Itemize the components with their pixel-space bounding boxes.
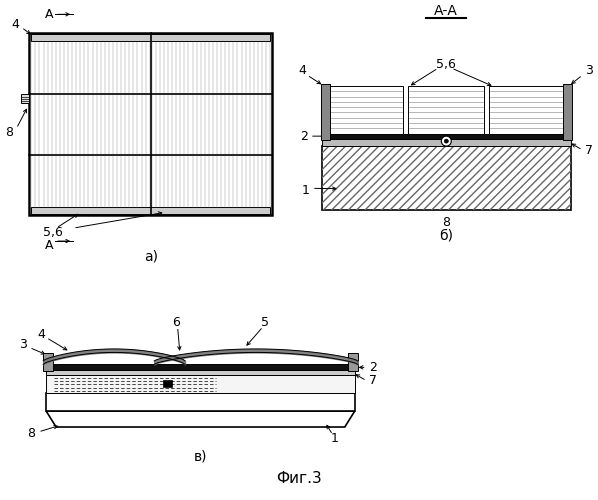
Text: 1: 1: [331, 432, 339, 446]
Text: 7: 7: [368, 374, 377, 388]
Bar: [322, 146, 570, 210]
Bar: [327, 86, 403, 134]
Bar: [43, 354, 53, 372]
Text: а): а): [144, 250, 158, 264]
Bar: [22, 94, 29, 103]
Text: 1: 1: [302, 184, 310, 197]
Bar: [31, 34, 270, 41]
Text: 5,6: 5,6: [437, 58, 456, 70]
Text: 8: 8: [28, 428, 35, 440]
Text: 5: 5: [261, 316, 269, 329]
Text: 4: 4: [11, 18, 19, 31]
Text: 2: 2: [300, 130, 308, 142]
Text: 3: 3: [585, 64, 593, 78]
Bar: [348, 354, 358, 372]
Bar: [408, 86, 484, 134]
Text: 5,6: 5,6: [43, 226, 63, 238]
Bar: [29, 33, 272, 215]
Text: 7: 7: [585, 144, 593, 156]
Text: 4: 4: [37, 328, 45, 341]
Bar: [31, 207, 270, 214]
Text: A: A: [45, 238, 53, 252]
Polygon shape: [46, 411, 355, 427]
Text: 3: 3: [19, 338, 28, 351]
Bar: [322, 138, 570, 145]
Text: 4: 4: [298, 64, 306, 78]
Bar: [322, 146, 570, 210]
Bar: [321, 84, 330, 140]
Text: 6: 6: [172, 316, 179, 329]
Bar: [46, 370, 355, 376]
Bar: [163, 380, 172, 387]
Text: 8: 8: [5, 126, 13, 139]
Circle shape: [441, 136, 451, 146]
Circle shape: [444, 139, 448, 143]
Bar: [46, 364, 355, 370]
Text: Фиг.3: Фиг.3: [276, 471, 322, 486]
Bar: [489, 86, 566, 134]
Text: в): в): [194, 450, 208, 464]
Bar: [563, 84, 572, 140]
Text: 2: 2: [369, 361, 377, 374]
Bar: [322, 134, 570, 138]
Text: 8: 8: [443, 216, 450, 228]
Text: A: A: [45, 8, 53, 21]
Bar: [46, 376, 355, 393]
Text: б): б): [440, 228, 453, 242]
Bar: [46, 393, 355, 411]
Text: А-А: А-А: [434, 4, 458, 18]
